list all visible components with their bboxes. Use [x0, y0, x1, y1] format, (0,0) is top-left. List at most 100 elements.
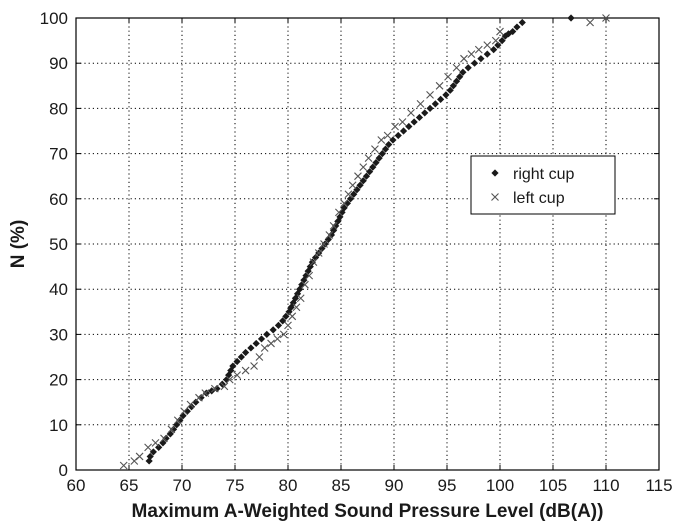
point-left-cup [309, 258, 318, 266]
point-right-cup [229, 362, 237, 370]
point-right-cup [289, 299, 297, 307]
point-right-cup [518, 18, 526, 27]
point-left-cup [255, 353, 264, 361]
point-left-cup [407, 109, 415, 117]
point-left-cup [340, 199, 349, 208]
point-left-cup [130, 457, 139, 465]
point-right-cup [464, 64, 472, 72]
point-left-cup [467, 50, 476, 59]
point-left-cup [344, 190, 353, 199]
legend-marker-right-cup [491, 169, 499, 177]
point-right-cup [437, 95, 445, 103]
point-left-cup [416, 99, 425, 108]
point-left-cup [329, 222, 338, 230]
point-right-cup [446, 86, 454, 94]
point-left-cup [426, 90, 434, 99]
x-tick-label: 110 [592, 476, 619, 495]
point-left-cup [135, 452, 144, 461]
point-right-cup [155, 443, 163, 451]
data-points [119, 14, 610, 470]
point-left-cup [144, 443, 152, 452]
point-right-cup [324, 235, 332, 244]
x-axis-ticks: 60 65 70 75 80 85 90 95 100 105 110 115 [67, 18, 673, 495]
point-left-cup [180, 407, 189, 416]
point-right-cup [385, 140, 393, 149]
point-left-cup [314, 249, 323, 257]
point-right-cup [567, 14, 575, 22]
point-left-cup [260, 344, 269, 352]
point-right-cup [477, 55, 485, 63]
point-right-cup [372, 159, 380, 167]
point-right-cup [378, 150, 386, 158]
point-right-cup [257, 335, 266, 343]
point-right-cup [318, 244, 326, 253]
x-tick-label: 100 [486, 476, 514, 495]
point-left-cup [444, 72, 452, 81]
x-tick-label: 80 [279, 476, 298, 495]
point-left-cup [173, 416, 182, 425]
point-right-cup [162, 434, 170, 442]
x-axis-label: Maximum A-Weighted Sound Pressure Level … [132, 501, 604, 522]
point-right-cup [308, 258, 316, 266]
legend-box [470, 155, 616, 215]
point-right-cup [353, 186, 361, 194]
point-right-cup [452, 77, 461, 85]
point-right-cup [483, 50, 491, 58]
x-tick-label: 75 [226, 476, 245, 495]
point-left-cup [391, 122, 399, 131]
point-left-cup [586, 18, 594, 27]
point-left-cup [296, 294, 305, 303]
point-right-cup [369, 163, 377, 171]
point-left-cup [151, 438, 160, 447]
point-right-cup [208, 387, 216, 395]
y-axis-label: N (%) [8, 220, 29, 269]
point-right-cup [359, 177, 367, 185]
point-right-cup [145, 457, 153, 465]
point-right-cup [242, 348, 250, 357]
point-right-cup [456, 73, 464, 81]
point-right-cup [501, 32, 509, 40]
point-right-cup [293, 290, 302, 298]
point-right-cup [327, 231, 336, 239]
point-right-cup [431, 100, 439, 108]
point-left-cup [474, 45, 483, 54]
point-right-cup [366, 168, 374, 176]
legend-marker-left-cup [491, 193, 499, 201]
point-left-cup [167, 425, 176, 434]
point-left-cup [320, 240, 328, 248]
point-right-cup [306, 263, 314, 271]
point-right-cup [375, 154, 383, 162]
point-right-cup [340, 204, 348, 212]
point-left-cup [483, 41, 492, 50]
point-left-cup [334, 208, 343, 217]
legend-label-right-cup: right cup [513, 166, 574, 183]
point-right-cup [169, 425, 178, 433]
x-tick-label: 105 [539, 476, 567, 495]
point-left-cup [195, 393, 203, 402]
point-left-cup [348, 181, 357, 190]
point-right-cup [415, 113, 424, 122]
point-right-cup [279, 317, 287, 325]
point-left-cup [210, 384, 219, 393]
point-left-cup [186, 400, 195, 409]
point-left-cup [301, 280, 309, 289]
point-right-cup [459, 68, 467, 76]
point-left-cup [225, 375, 234, 384]
point-left-cup [371, 145, 379, 153]
grid [76, 18, 659, 470]
point-right-cup [381, 145, 390, 153]
point-right-cup [296, 285, 304, 293]
point-right-cup [252, 339, 260, 348]
y-tick-label: 60 [49, 190, 68, 209]
point-right-cup [346, 195, 355, 203]
point-left-cup [359, 163, 368, 172]
point-right-cup [146, 452, 154, 461]
point-right-cup [187, 403, 196, 411]
y-tick-label: 90 [49, 54, 68, 73]
point-right-cup [179, 412, 187, 420]
point-right-cup [274, 321, 283, 329]
point-left-cup [325, 231, 334, 239]
point-right-cup [362, 172, 371, 180]
y-tick-label: 30 [49, 325, 68, 344]
legend: right cup left cup [470, 155, 616, 215]
